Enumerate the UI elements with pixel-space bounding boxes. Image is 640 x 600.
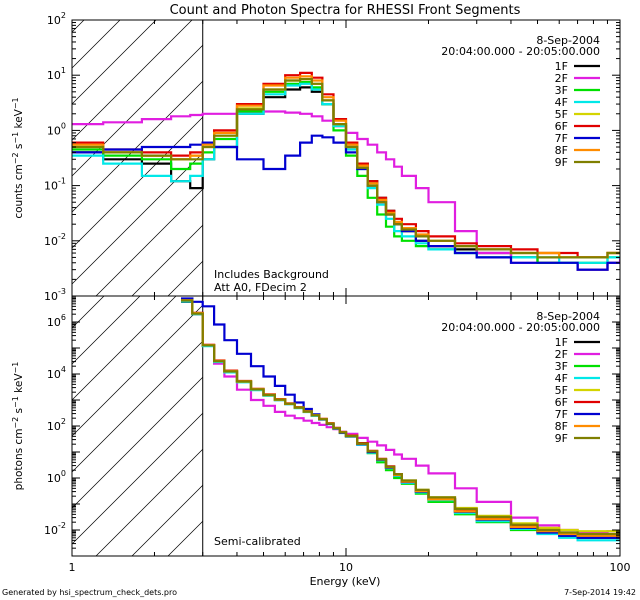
legend-label-3F: 3F bbox=[555, 360, 568, 373]
photon-y-label: photons cm−2 s−1 keV−1 bbox=[11, 362, 25, 491]
legend-label-7F: 7F bbox=[555, 132, 568, 145]
hatch-line bbox=[0, 20, 48, 296]
footer-generator: Generated by hsi_spectrum_check_dets.pro bbox=[2, 588, 177, 597]
y-tick-label: 100 bbox=[47, 121, 66, 137]
hatch-line bbox=[72, 20, 157, 105]
x-tick-label: 100 bbox=[610, 561, 631, 574]
y-tick-label: 100 bbox=[47, 469, 66, 485]
hatch-mask bbox=[202, 20, 620, 296]
count-series-9F bbox=[72, 78, 620, 259]
y-tick-label: 10-3 bbox=[44, 287, 66, 303]
y-tick-label: 102 bbox=[47, 417, 66, 433]
photon-series-group bbox=[181, 297, 620, 542]
count-annotation-attenuator: Att A0, FDecim 2 bbox=[214, 281, 307, 294]
y-tick-exponent: 2 bbox=[61, 11, 66, 20]
count-time-range: 20:04:00.000 - 20:05:00.000 bbox=[441, 45, 600, 58]
y-tick-exponent: -3 bbox=[58, 287, 66, 296]
y-tick-label: 10-2 bbox=[44, 521, 66, 537]
legend-label-4F: 4F bbox=[555, 372, 568, 385]
photon-series-9F bbox=[181, 299, 620, 536]
hatch-line bbox=[72, 20, 121, 69]
hatch-line bbox=[72, 20, 229, 177]
attenuator-hatch-region bbox=[0, 20, 620, 296]
x-tick-label: 10 bbox=[339, 561, 353, 574]
count-series-group bbox=[72, 71, 620, 271]
legend-label-8F: 8F bbox=[555, 144, 568, 157]
legend-label-5F: 5F bbox=[555, 384, 568, 397]
photon-spectrum-panel: 10-2 100 102 104 106 8-Sep-2004 20:04:00.000… bbox=[11, 295, 621, 557]
count-date: 8-Sep-2004 bbox=[536, 34, 600, 47]
legend-label-7F: 7F bbox=[555, 408, 568, 421]
legend-label-6F: 6F bbox=[555, 120, 568, 133]
legend-label-2F: 2F bbox=[555, 348, 568, 361]
x-axis-label: Energy (keV) bbox=[310, 575, 381, 588]
y-tick-exponent: -1 bbox=[58, 177, 66, 186]
legend-label-1F: 1F bbox=[555, 336, 568, 349]
count-annotation-background: Includes Background bbox=[214, 268, 329, 281]
legend-label-8F: 8F bbox=[555, 420, 568, 433]
photon-time-range: 20:04:00.000 - 20:05:00.000 bbox=[441, 321, 600, 334]
x-tick-label: 1 bbox=[69, 561, 76, 574]
legend-label-2F: 2F bbox=[555, 72, 568, 85]
y-tick-exponent: -2 bbox=[58, 521, 66, 530]
y-tick-label: 10-1 bbox=[44, 177, 66, 193]
photon-annotation-calibration: Semi-calibrated bbox=[214, 535, 301, 548]
legend-label-1F: 1F bbox=[555, 60, 568, 73]
y-tick-exponent: 6 bbox=[61, 313, 66, 322]
x-axis-tick-labels: 1 10 100 bbox=[69, 561, 631, 574]
y-tick-label: 102 bbox=[47, 11, 66, 27]
hatch-line bbox=[72, 296, 177, 401]
footer-timestamp: 7-Sep-2014 19:42 bbox=[564, 588, 636, 597]
legend-label-9F: 9F bbox=[555, 432, 568, 445]
y-tick-exponent: 0 bbox=[61, 121, 66, 130]
y-tick-label: 10-2 bbox=[44, 232, 66, 248]
count-series-2F bbox=[72, 110, 620, 271]
y-tick-label: 101 bbox=[47, 66, 66, 82]
hatch-mask bbox=[202, 296, 620, 556]
count-y-label: counts cm−2 s−1 keV−1 bbox=[11, 97, 25, 218]
hatch-line bbox=[72, 296, 141, 365]
legend-label-9F: 9F bbox=[555, 156, 568, 169]
attenuator-hatch-region bbox=[72, 296, 620, 556]
legend-label-3F: 3F bbox=[555, 84, 568, 97]
y-tick-exponent: -2 bbox=[58, 232, 66, 241]
y-tick-exponent: 1 bbox=[61, 66, 66, 75]
legend-label-6F: 6F bbox=[555, 396, 568, 409]
y-tick-label: 106 bbox=[47, 313, 66, 329]
legend-label-5F: 5F bbox=[555, 108, 568, 121]
y-tick-label: 104 bbox=[47, 365, 66, 381]
photon-date: 8-Sep-2004 bbox=[536, 310, 600, 323]
y-tick-exponent: 0 bbox=[61, 469, 66, 478]
y-tick-exponent: 2 bbox=[61, 417, 66, 426]
y-tick-exponent: 4 bbox=[61, 365, 66, 374]
hatch-line bbox=[72, 20, 193, 141]
hatch-line bbox=[72, 296, 213, 437]
chart-title: Count and Photon Spectra for RHESSI Fron… bbox=[170, 3, 521, 18]
legend-label-4F: 4F bbox=[555, 96, 568, 109]
